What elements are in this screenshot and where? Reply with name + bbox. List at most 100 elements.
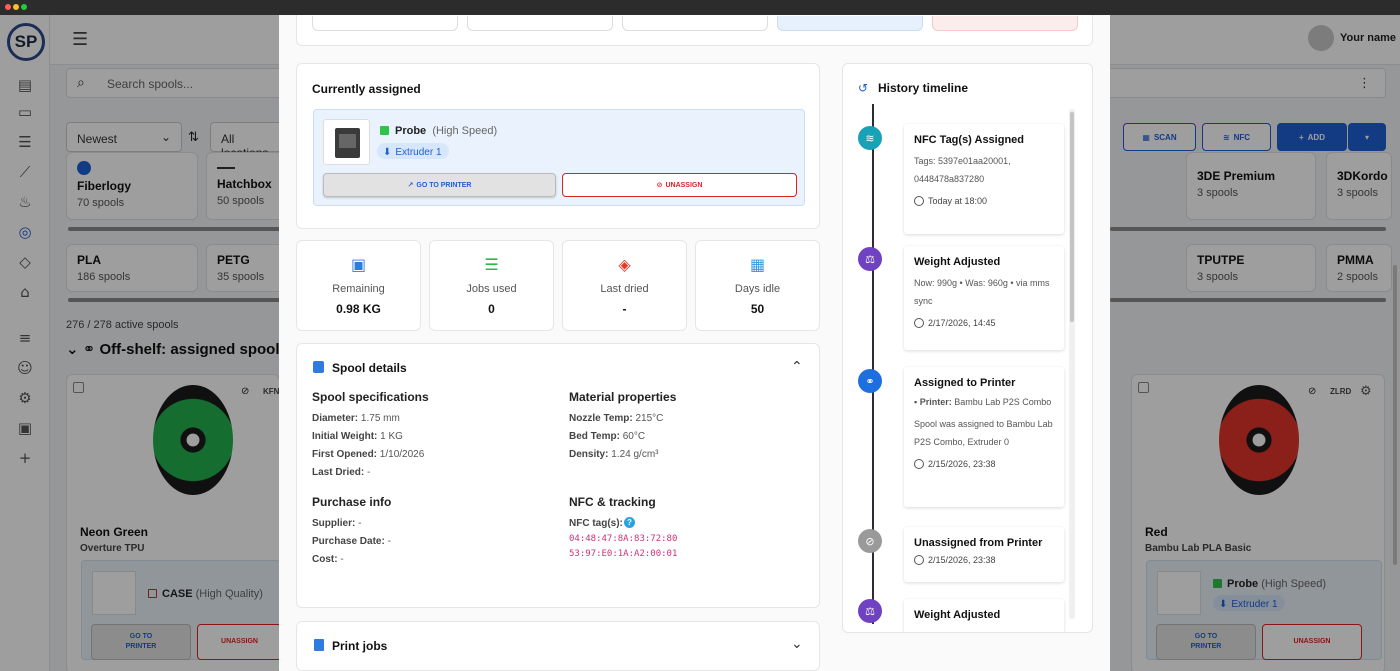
link-off-icon: ⊘ bbox=[241, 386, 250, 397]
material-scrollbar[interactable] bbox=[68, 298, 280, 302]
brand-logo bbox=[77, 161, 91, 175]
cube-icon[interactable]: ◇ bbox=[19, 253, 31, 271]
brand-scrollbar-right[interactable] bbox=[1110, 227, 1386, 231]
material-card-tputpe[interactable]: TPUTPE 3 spools bbox=[1186, 244, 1316, 292]
printer-thumbnail bbox=[323, 119, 370, 165]
folder-icon[interactable]: ▭ bbox=[17, 103, 33, 121]
select-checkbox[interactable] bbox=[1138, 382, 1149, 393]
header-tab[interactable] bbox=[312, 16, 458, 31]
print-jobs-panel[interactable]: Print jobs ⌄ bbox=[296, 621, 820, 671]
printer-small-icon: ▪ bbox=[914, 397, 918, 407]
close-window-button[interactable] bbox=[5, 4, 11, 10]
inventory-icon[interactable]: ▤ bbox=[17, 76, 33, 94]
settings-icon[interactable]: ⚙ bbox=[18, 389, 32, 407]
brand-name: 3DE Premium bbox=[1197, 169, 1276, 183]
menu-icon[interactable]: ☰ bbox=[72, 29, 89, 50]
go-to-printer-button[interactable]: ↗ GO TO PRINTER bbox=[323, 173, 556, 197]
go-label: GO TO PRINTER bbox=[1190, 633, 1222, 650]
list-icon[interactable]: ☰ bbox=[18, 133, 32, 151]
nfc-button[interactable]: ≋ NFC bbox=[1202, 123, 1271, 151]
unlink-event-icon: ⊘ bbox=[858, 529, 882, 553]
spec-key: Diameter: bbox=[312, 413, 359, 424]
event-description: Spool was assigned to Bambu Lab P2S Comb… bbox=[914, 419, 1053, 447]
nfc-tag[interactable]: 53:97:E0:1A:A2:00:01 bbox=[569, 549, 678, 559]
material-heading: Material properties bbox=[569, 390, 677, 404]
timeline-scrollbar-thumb[interactable] bbox=[1070, 112, 1074, 322]
material-card-pla[interactable]: PLA 186 spools bbox=[66, 244, 198, 292]
go-to-printer-button[interactable]: GO TO PRINTER bbox=[91, 624, 191, 660]
stat-value: 0.98 KG bbox=[336, 302, 381, 316]
spec-last-dried: Last Dried: - bbox=[312, 467, 370, 478]
dryer-icon[interactable]: ♨ bbox=[18, 193, 32, 211]
panel-title[interactable]: Spool details bbox=[332, 361, 407, 375]
qr-icon: ▦ bbox=[1142, 132, 1150, 142]
extruder-icon: ⬇ bbox=[1219, 598, 1228, 610]
scan-button[interactable]: ▦ SCAN bbox=[1123, 123, 1196, 151]
unassign-button[interactable]: ⊘ UNASSIGN bbox=[562, 173, 797, 197]
spec-diameter: Diameter: 1.75 mm bbox=[312, 413, 400, 424]
weight-event-icon: ⚖ bbox=[858, 247, 882, 271]
section-title[interactable]: ⌄ ⚭ Off-shelf: assigned spools bbox=[66, 340, 288, 358]
spool-card-red[interactable]: ⊘ ZLRD ⚙ Red Bambu Lab PLA Basic Probe (… bbox=[1131, 374, 1385, 671]
chevron-up-icon[interactable]: ⌃ bbox=[791, 358, 803, 374]
header-tab[interactable] bbox=[777, 16, 923, 31]
header-tab[interactable] bbox=[622, 16, 768, 31]
app-logo[interactable]: SP bbox=[7, 23, 45, 61]
sort-direction-icon[interactable]: ⇅ bbox=[188, 129, 199, 144]
document-icon bbox=[314, 639, 324, 651]
page-scrollbar[interactable] bbox=[1393, 265, 1397, 565]
header-tab[interactable] bbox=[467, 16, 613, 31]
event-time-text: 2/15/2026, 23:38 bbox=[928, 459, 996, 469]
chart-icon[interactable]: ⟋ bbox=[19, 163, 31, 181]
sliders-icon[interactable]: ≡ bbox=[18, 329, 32, 347]
minimize-window-button[interactable] bbox=[13, 4, 19, 10]
timeline-scrollbar-track[interactable] bbox=[1069, 109, 1075, 619]
weight-event-icon: ⚖ bbox=[858, 599, 882, 623]
add-icon[interactable]: + bbox=[18, 449, 32, 467]
nfc-tag[interactable]: 04:48:47:8A:83:72:80 bbox=[569, 534, 678, 544]
users-icon[interactable]: ☺ bbox=[17, 359, 33, 377]
plus-icon: + bbox=[1298, 132, 1304, 142]
unassign-button[interactable]: UNASSIGN bbox=[1262, 624, 1362, 660]
help-icon[interactable]: ? bbox=[624, 517, 635, 528]
maximize-window-button[interactable] bbox=[21, 4, 27, 10]
brand-card-fiberlogy[interactable]: Fiberlogy 70 spools bbox=[66, 152, 198, 220]
purchase-date: Purchase Date: - bbox=[312, 536, 391, 547]
stat-value: 50 bbox=[750, 302, 765, 316]
spool-icon[interactable]: ◎ bbox=[18, 223, 32, 241]
add-menu-button[interactable]: ▾ bbox=[1348, 123, 1386, 151]
avatar[interactable] bbox=[1308, 25, 1334, 51]
select-checkbox[interactable] bbox=[73, 382, 84, 393]
caret-down-icon: ▾ bbox=[1364, 132, 1369, 142]
stat-label: Days idle bbox=[734, 283, 781, 295]
printer-name-text: CASE bbox=[162, 588, 193, 600]
header-tab[interactable] bbox=[932, 16, 1078, 31]
unassign-button[interactable]: UNASSIGN bbox=[197, 624, 282, 660]
brand-scrollbar[interactable] bbox=[68, 227, 280, 231]
sort-select[interactable]: Newest ⌄ bbox=[66, 122, 182, 152]
spec-value: - bbox=[367, 467, 371, 478]
material-card-pmma[interactable]: PMMA 2 spools bbox=[1326, 244, 1392, 292]
user-name[interactable]: Your name bbox=[1340, 32, 1397, 44]
go-to-printer-button[interactable]: GO TO PRINTER bbox=[1156, 624, 1256, 660]
spool-card-neon-green[interactable]: ⊘ KFN Neon Green Overture TPU CASE (High… bbox=[66, 374, 282, 671]
chevron-down-icon[interactable]: ⌄ bbox=[791, 635, 803, 651]
material-scrollbar-right[interactable] bbox=[1110, 298, 1386, 302]
gift-icon[interactable]: ▣ bbox=[17, 419, 33, 437]
material-key: Density: bbox=[569, 449, 609, 460]
clock-icon bbox=[914, 196, 924, 206]
history-timeline-panel: ↺ History timeline ≋ NFC Tag(s) Assigned… bbox=[842, 63, 1093, 633]
event-printer-name: Bambu Lab P2S Combo bbox=[954, 397, 1052, 407]
gear-icon[interactable]: ⚙ bbox=[1360, 383, 1372, 398]
school-icon[interactable]: ⌂ bbox=[20, 283, 30, 301]
timeline-event: Unassigned from Printer 2/15/2026, 23:38 bbox=[904, 527, 1064, 582]
event-time: 2/17/2026, 14:45 bbox=[914, 318, 1054, 328]
brand-card-3de-premium[interactable]: 3DE Premium 3 spools bbox=[1186, 152, 1316, 220]
drop-icon: ◈ bbox=[618, 255, 631, 274]
chevron-down-icon: ⌄ bbox=[66, 341, 79, 358]
add-button[interactable]: + ADD bbox=[1277, 123, 1347, 151]
more-options-icon[interactable]: ⋮ bbox=[1358, 75, 1371, 90]
chevron-down-icon: ⌄ bbox=[160, 130, 171, 144]
printer-thumbnail bbox=[92, 571, 136, 615]
brand-card-3dkordo[interactable]: 3DKordo 3 spools bbox=[1326, 152, 1392, 220]
